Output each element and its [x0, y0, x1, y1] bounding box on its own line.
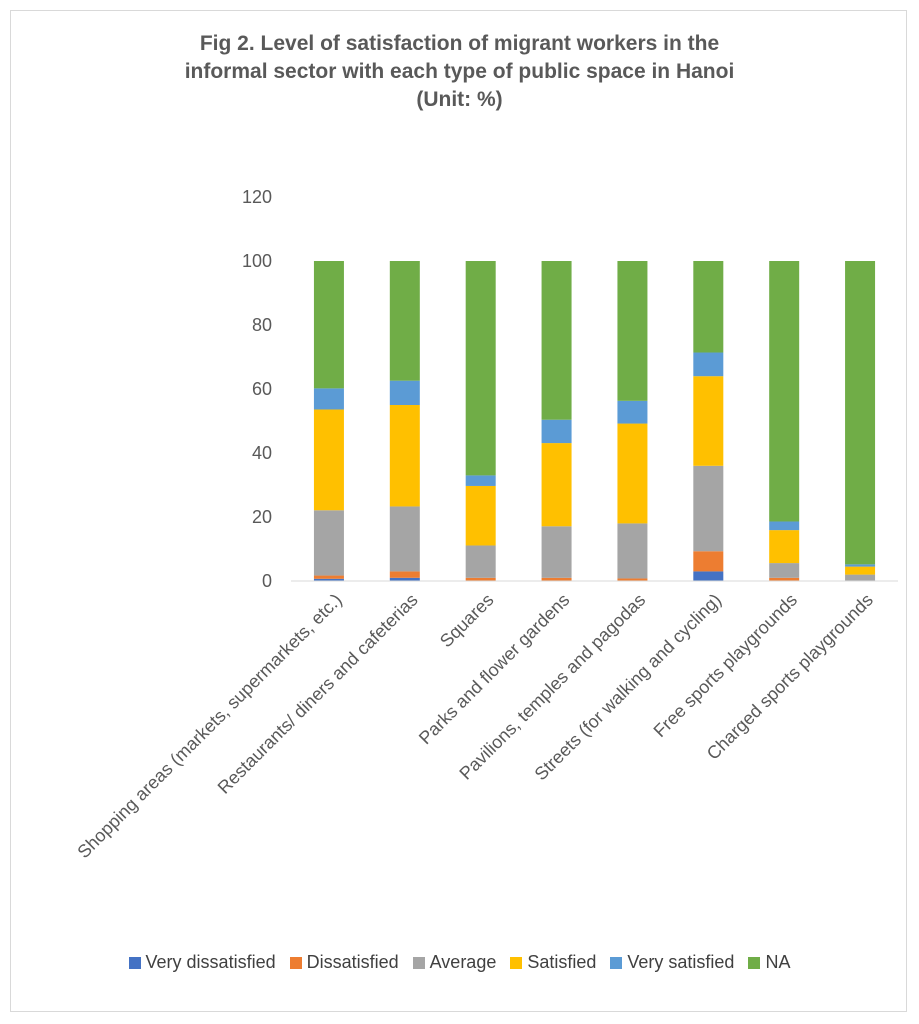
bar-segment	[693, 465, 724, 552]
bar-segment	[541, 261, 572, 420]
bar-segment	[617, 578, 648, 581]
bar-segment	[465, 577, 496, 581]
chart-title-line-3: (Unit: %)	[416, 88, 503, 111]
bar-segment	[769, 530, 800, 564]
bar-segment	[845, 574, 876, 581]
bar-segment	[313, 261, 344, 389]
legend-swatch	[412, 956, 425, 969]
chart-title-line-1: Fig 2. Level of satisfaction of migrant …	[199, 32, 720, 55]
bar-segment	[313, 510, 344, 576]
bar-segment	[845, 564, 876, 567]
legend-label: Satisfied	[527, 952, 597, 972]
bar-segment	[313, 388, 344, 410]
bar-segment	[693, 352, 724, 377]
x-category-label: Free sports playgrounds	[650, 590, 801, 741]
bar-segment	[465, 475, 496, 486]
legend-swatch	[289, 956, 302, 969]
bar-segment	[313, 409, 344, 511]
chart-frame	[10, 10, 907, 1012]
y-tick-label: 0	[262, 571, 272, 591]
legend-item: Dissatisfied	[289, 952, 399, 973]
legend-item: Average	[412, 952, 497, 973]
bar-segment	[465, 485, 496, 546]
bar-segment	[313, 578, 344, 581]
bar-segment	[313, 575, 344, 579]
chart-legend: Very dissatisfied Dissatisfied Average Sati…	[0, 952, 919, 973]
bar-segment	[389, 571, 420, 578]
legend-item: Satisfied	[510, 952, 596, 973]
legend-label: Very satisfied	[627, 952, 735, 972]
bar-segment	[693, 261, 724, 353]
y-tick-label: 40	[252, 443, 272, 463]
y-tick-label: 20	[252, 507, 272, 527]
legend-label: Very dissatisfied	[145, 952, 276, 972]
legend-label: Dissatisfied	[306, 952, 399, 972]
legend-label: Average	[429, 952, 497, 972]
bar-segment	[389, 405, 420, 507]
chart-title-line-2: informal sector with each type of public…	[184, 60, 735, 83]
x-category-label: Squares	[436, 590, 498, 652]
bar-segment	[617, 261, 648, 401]
bar-segment	[465, 545, 496, 578]
chart-title: Fig 2. Level of satisfaction of migrant …	[0, 30, 919, 114]
bar-segment	[541, 577, 572, 581]
legend-swatch	[610, 956, 623, 969]
bar-segment	[845, 261, 876, 565]
bar-segment	[693, 571, 724, 581]
legend-item: Very dissatisfied	[128, 952, 276, 973]
bar-segment	[389, 577, 420, 581]
bar-segment	[541, 419, 572, 444]
bar-segment	[769, 577, 800, 581]
legend-swatch	[510, 956, 523, 969]
x-category-label: Shopping areas (markets, supermarkets, e…	[73, 590, 345, 862]
legend-swatch	[128, 956, 141, 969]
bar-segment	[617, 423, 648, 524]
bar-segment	[465, 261, 496, 476]
bar-segment	[541, 443, 572, 527]
y-tick-label: 80	[252, 315, 272, 335]
y-tick-label: 100	[242, 251, 272, 271]
legend-item: NA	[748, 952, 790, 973]
bar-segment	[769, 563, 800, 578]
bar-segment	[617, 523, 648, 579]
bar-segment	[389, 380, 420, 405]
legend-swatch	[748, 956, 761, 969]
bar-segment	[693, 551, 724, 572]
bar-segment	[389, 506, 420, 572]
bar-segment	[389, 261, 420, 381]
bar-segment	[617, 400, 648, 424]
legend-item: Very satisfied	[610, 952, 734, 973]
bar-segment	[693, 376, 724, 466]
legend-label: NA	[765, 952, 791, 972]
y-tick-label: 60	[252, 379, 272, 399]
stacked-bar-chart: 0 20 40 60 80 100 120 Shopping areas (markets, …	[73, 187, 898, 862]
bar-segment	[769, 521, 800, 531]
bar-segment	[541, 526, 572, 578]
x-category-label: Charged sports playgrounds	[703, 590, 877, 764]
bar-segment	[845, 566, 876, 575]
y-tick-label: 120	[242, 187, 272, 207]
x-category-label: Parks and flower gardens	[415, 590, 573, 748]
bar-segment	[769, 261, 800, 522]
